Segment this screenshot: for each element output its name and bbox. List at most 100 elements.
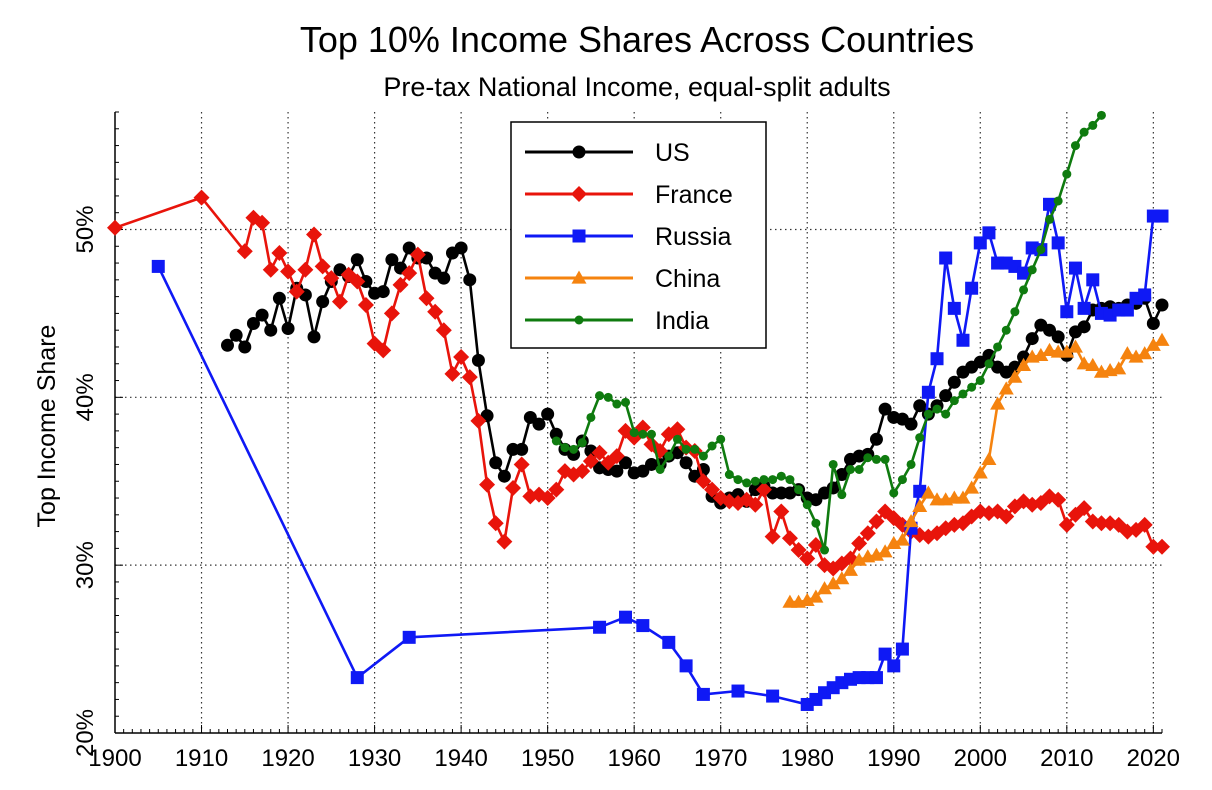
point-france-1925 [323, 270, 340, 287]
point-russia-1934 [402, 630, 416, 644]
point-india-1955 [586, 412, 596, 422]
point-india-1966 [681, 444, 691, 454]
point-india-1969 [707, 441, 717, 451]
point-france-1916 [245, 209, 262, 226]
point-india-1993 [915, 433, 925, 443]
point-india-1995 [932, 404, 942, 414]
point-india-1979 [794, 485, 804, 495]
point-china-1982 [817, 581, 833, 595]
point-china-2004 [1007, 369, 1023, 383]
point-russia-2013 [1086, 273, 1100, 287]
point-russia-1999 [965, 281, 979, 295]
point-us-1913 [220, 338, 234, 352]
point-france-1919 [271, 244, 288, 261]
x-tick-label-1920: 1920 [261, 745, 314, 772]
point-india-1960 [629, 428, 639, 438]
x-tick-label-1940: 1940 [434, 745, 487, 772]
point-france-1987 [859, 525, 876, 542]
point-china-1988 [868, 547, 884, 561]
point-china-1981 [808, 589, 824, 603]
point-india-1967 [690, 444, 700, 454]
point-russia-1989 [878, 647, 892, 661]
point-us-1931 [376, 285, 390, 299]
point-india-1988 [871, 454, 881, 464]
point-france-1980 [799, 550, 816, 567]
point-russia-1994 [921, 385, 935, 399]
legend-marker-china [571, 270, 587, 284]
point-russia-1968 [696, 687, 710, 701]
legend-label-china: China [655, 265, 720, 293]
point-india-1968 [698, 451, 708, 461]
point-us-1950 [541, 407, 555, 421]
point-china-1984 [834, 571, 850, 585]
point-france-1947 [513, 456, 530, 473]
point-india-2012 [1079, 127, 1089, 137]
legend-label-russia: Russia [655, 223, 732, 251]
x-tick-label-2000: 2000 [954, 745, 1007, 772]
legend-marker-france [571, 186, 587, 202]
point-france-1941 [461, 369, 478, 386]
point-russia-2019 [1138, 288, 1152, 302]
point-france-1922 [297, 261, 314, 278]
point-india-1982 [820, 545, 830, 555]
point-russia-2012 [1077, 301, 1091, 315]
point-china-2007 [1033, 347, 1049, 361]
point-china-1992 [903, 514, 919, 528]
point-us-1944 [489, 456, 503, 470]
point-russia-1928 [350, 671, 364, 685]
point-france-1938 [435, 322, 452, 339]
point-russia-2017 [1120, 303, 1134, 317]
point-france-1978 [781, 530, 798, 547]
point-india-1958 [612, 399, 622, 409]
x-tick-label-1960: 1960 [607, 745, 660, 772]
point-france-1946 [505, 479, 522, 496]
legend-item-china: China [525, 265, 720, 293]
series-russia [151, 197, 1169, 711]
point-india-1976 [768, 475, 778, 485]
point-india-1987 [863, 453, 873, 463]
series-layer [107, 110, 1170, 711]
point-china-1980 [799, 592, 815, 607]
point-france-2020 [1145, 538, 1162, 555]
point-us-1924 [316, 295, 330, 309]
point-india-1980 [802, 500, 812, 510]
point-us-1923 [307, 330, 321, 344]
point-us-2020 [1146, 316, 1160, 330]
point-india-1981 [811, 518, 821, 528]
point-russia-1998 [956, 333, 970, 347]
point-france-1924 [314, 258, 331, 275]
point-china-2021 [1154, 332, 1170, 346]
point-russia-2021 [1155, 209, 1169, 223]
point-china-2001 [981, 451, 997, 466]
point-india-2013 [1088, 120, 1098, 130]
point-france-2010 [1058, 516, 1075, 533]
point-china-1994 [920, 485, 936, 499]
point-us-1996 [939, 389, 953, 403]
point-india-1963 [655, 464, 665, 474]
point-france-1932 [383, 305, 400, 322]
legend-label-us: US [655, 139, 690, 167]
point-india-1986 [854, 464, 864, 474]
point-china-2005 [1016, 357, 1032, 372]
x-tick-label-1980: 1980 [781, 745, 834, 772]
point-france-1921 [288, 283, 305, 300]
point-china-2016 [1111, 361, 1127, 375]
point-india-1953 [569, 444, 579, 454]
point-india-1961 [638, 429, 648, 439]
point-france-1965 [669, 421, 686, 438]
point-india-1956 [595, 391, 605, 401]
point-india-2004 [1010, 307, 1020, 317]
point-us-2021 [1155, 298, 1169, 312]
point-us-1992 [904, 417, 918, 431]
point-france-1928 [349, 273, 366, 290]
point-us-1958 [610, 464, 624, 478]
point-india-1984 [837, 490, 847, 500]
point-india-1971 [724, 470, 734, 480]
legend-marker-us [572, 145, 586, 159]
point-france-1945 [496, 533, 513, 550]
point-india-1985 [845, 464, 855, 474]
axes: 1900 1910 1920 1930 1940 1950 1960 1970 1980 1990… [72, 111, 1180, 772]
point-india-1992 [906, 459, 916, 469]
point-us-1914 [229, 328, 243, 342]
